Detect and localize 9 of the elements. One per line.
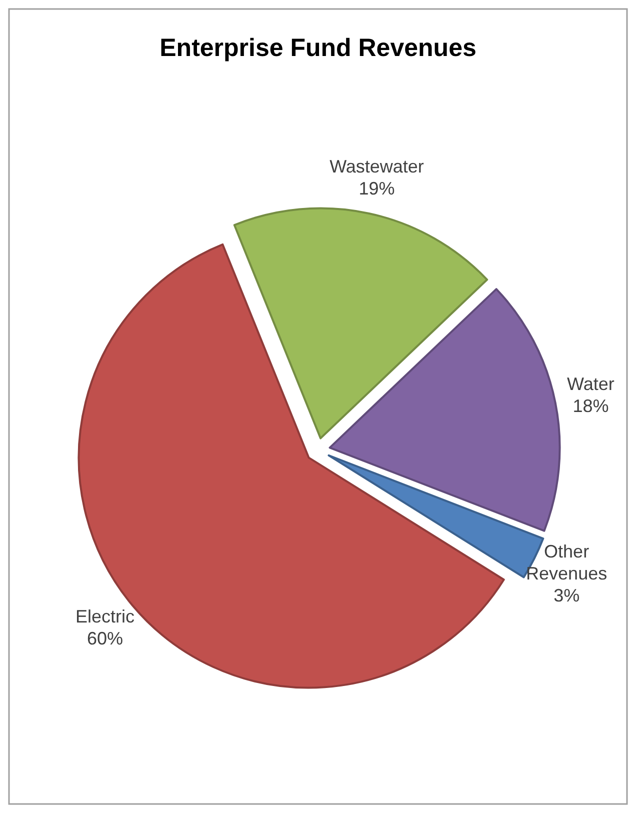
- data-label: 18%: [572, 396, 609, 416]
- slice-label: Electric: [76, 606, 135, 626]
- slice-label: Wastewater: [330, 156, 424, 176]
- data-label: 3%: [554, 585, 580, 606]
- chart-title: Enterprise Fund Revenues: [160, 34, 476, 62]
- slice-label: Water: [567, 374, 614, 394]
- data-label: 60%: [87, 628, 124, 648]
- slice-label: Other Revenues: [526, 541, 608, 584]
- data-label: 19%: [358, 178, 395, 198]
